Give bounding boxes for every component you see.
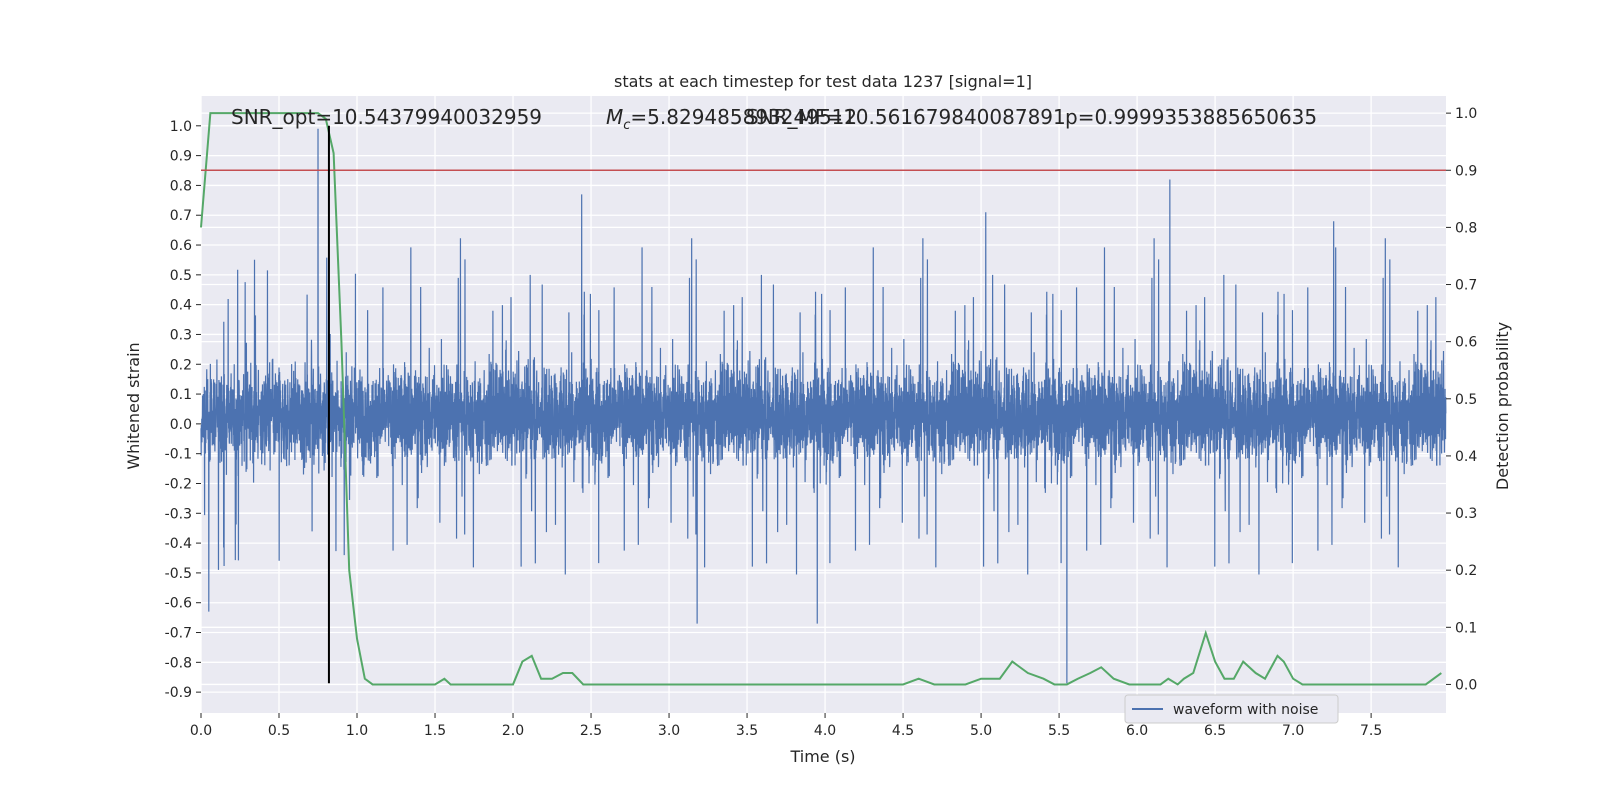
y-axis-right-ticks: 0.0 0.1 0.2 0.3 0.4 0.5 0.6 0.7 0.8 0.9 1.0 [1446,106,1477,693]
y-right-tick-label: 0.5 [1455,392,1477,408]
annotations: SNR_opt=10.54379940032959 Mc=5.829485893… [231,105,1317,133]
x-axis-label: Time (s) [789,747,855,766]
y-right-tick-label: 0.0 [1455,677,1477,693]
y-left-tick-label: -0.1 [165,447,192,463]
y-right-tick-label: 0.1 [1455,620,1477,636]
x-tick-label: 5.0 [970,723,992,739]
legend-label-waveform: waveform with noise [1173,702,1318,718]
y-axis-left-ticks: -0.9 -0.8 -0.7 -0.6 -0.5 -0.4 -0.3 -0.2 -0.1 0.0 0… [165,119,201,701]
x-tick-label: 2.0 [502,723,524,739]
annotation-chirp-mass-value: =5.829485893249512 [630,105,857,129]
y-left-tick-label: -0.6 [165,596,192,612]
y-left-tick-label: 0.1 [170,387,192,403]
y-right-tick-label: 0.8 [1455,220,1477,236]
legend: waveform with noise [1124,694,1339,724]
y-left-tick-label: -0.8 [165,655,192,671]
y-left-tick-label: -0.7 [165,626,192,642]
y-right-tick-label: 0.7 [1455,278,1477,294]
y-left-tick-label: -0.2 [165,476,192,492]
y-left-tick-label: 1.0 [170,119,192,135]
x-axis-ticks: 0.0 0.5 1.0 1.5 2.0 2.5 3.0 3.5 4.0 4.5 5.0 5.5 6.0 6… [190,713,1382,739]
waveform-line [200,128,1447,684]
x-tick-label: 7.5 [1360,723,1382,739]
y-left-tick-label: -0.5 [165,566,192,582]
annotation-snr-opt: SNR_opt=10.54379940032959 [231,105,542,129]
x-tick-label: 3.0 [658,723,680,739]
plot-area [200,96,1447,713]
y-right-tick-label: 0.2 [1455,563,1477,579]
legend-box [1124,694,1339,724]
y-left-tick-label: -0.9 [165,685,192,701]
waveform-series [200,128,1447,684]
y-left-tick-label: 0.2 [170,357,192,373]
y-left-tick-label: -0.4 [165,536,192,552]
y-left-tick-label: 0.5 [170,268,192,284]
y-right-tick-label: 0.9 [1455,163,1477,179]
y-right-tick-label: 1.0 [1455,106,1477,122]
annotation-probability: p=0.9999353885650635 [1065,105,1317,129]
x-tick-label: 7.0 [1282,723,1304,739]
y-left-tick-label: 0.9 [170,149,192,165]
y-left-tick-label: 0.3 [170,327,192,343]
x-tick-label: 2.5 [580,723,602,739]
x-tick-label: 6.5 [1204,723,1226,739]
x-tick-label: 4.5 [892,723,914,739]
annotation-snr-mf: SNR_MF=10.561679840087891 [746,105,1066,129]
y-left-tick-label: -0.3 [165,506,192,522]
y-left-tick-label: 0.7 [170,208,192,224]
y-right-tick-label: 0.3 [1455,506,1477,522]
chart-title: stats at each timestep for test data 123… [614,72,1032,91]
y-left-tick-label: 0.0 [170,417,192,433]
x-tick-label: 0.0 [190,723,212,739]
x-tick-label: 6.0 [1126,723,1148,739]
markers [201,125,1446,684]
y-left-tick-label: 0.6 [170,238,192,254]
detection-probability-line [200,112,1442,686]
x-tick-label: 1.5 [424,723,446,739]
x-tick-label: 0.5 [268,723,290,739]
annotation-chirp-mass-subscript: c [623,118,630,133]
x-tick-label: 3.5 [736,723,758,739]
x-tick-label: 1.0 [346,723,368,739]
annotation-chirp-mass: Mc=5.829485893249512 [606,105,857,133]
y-left-tick-label: 0.8 [170,178,192,194]
x-tick-label: 5.5 [1048,723,1070,739]
detection-probability-series [200,112,1442,686]
y-right-tick-label: 0.4 [1455,449,1477,465]
y-left-tick-label: 0.4 [170,298,192,314]
x-tick-label: 4.0 [814,723,836,739]
y-axis-right-label: Detection probability [1493,322,1512,490]
annotation-chirp-mass-symbol: M [606,105,623,129]
y-axis-left-label: Whitened strain [124,342,143,469]
y-right-tick-label: 0.6 [1455,335,1477,351]
